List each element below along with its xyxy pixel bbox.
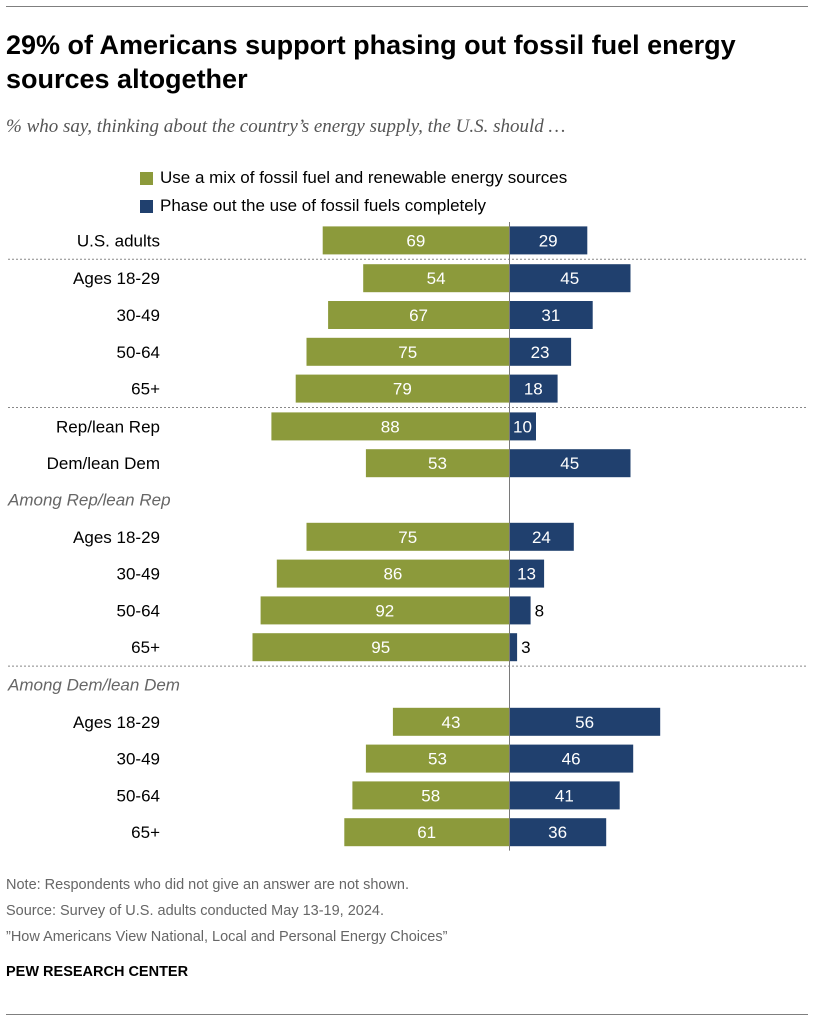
row-label: 65+ — [131, 823, 160, 842]
section-header: Among Dem/lean Dem — [7, 676, 180, 695]
value-label-phase-out: 29 — [539, 231, 558, 250]
bar-phase-out — [509, 337, 572, 366]
section-header: Among Rep/lean Rep — [7, 491, 171, 510]
bar-phase-out — [509, 226, 588, 255]
row-label: 30-49 — [117, 565, 160, 584]
bar-mix — [306, 522, 509, 551]
value-label-phase-out: 56 — [575, 713, 594, 732]
row-label: 30-49 — [117, 750, 160, 769]
bar-phase-out — [509, 264, 631, 293]
value-label-phase-out: 45 — [560, 269, 579, 288]
bar-phase-out — [509, 818, 607, 847]
value-label-phase-out: 24 — [532, 528, 551, 547]
bottom-rule — [6, 1014, 808, 1015]
bar-phase-out — [509, 559, 545, 588]
chart-title: 29% of Americans support phasing out fos… — [6, 30, 736, 94]
bar-phase-out — [509, 633, 518, 662]
bar-mix — [276, 559, 509, 588]
legend-label-phase-out: Phase out the use of fossil fuels comple… — [160, 196, 487, 215]
row-label: Ages 18-29 — [73, 269, 160, 288]
row-label: Dem/lean Dem — [47, 454, 160, 473]
value-label-mix: 43 — [441, 713, 460, 732]
row-label: Ages 18-29 — [73, 528, 160, 547]
bar-phase-out — [509, 412, 536, 441]
report-title: ”How Americans View National, Local and … — [6, 929, 448, 945]
value-label-phase-out: 13 — [517, 565, 536, 584]
top-rule — [6, 6, 808, 7]
bar-mix — [322, 226, 509, 255]
row-label: 65+ — [131, 380, 160, 399]
value-label-phase-out: 18 — [524, 380, 543, 399]
source-text: Source: Survey of U.S. adults conducted … — [6, 903, 385, 919]
bar-phase-out — [509, 374, 558, 403]
value-label-phase-out: 45 — [560, 454, 579, 473]
value-label-mix: 92 — [375, 601, 394, 620]
value-label-mix: 86 — [383, 565, 402, 584]
value-label-phase-out: 23 — [531, 343, 550, 362]
value-label-phase-out: 41 — [555, 786, 574, 805]
bar-phase-out — [509, 449, 631, 478]
value-label-mix: 79 — [393, 380, 412, 399]
bar-mix — [260, 596, 509, 625]
row-label: 30-49 — [117, 306, 160, 325]
bar-mix — [352, 781, 509, 810]
bar-mix — [328, 301, 509, 329]
note-text: Note: Respondents who did not give an an… — [6, 877, 410, 893]
value-label-mix: 75 — [398, 528, 417, 547]
value-label-mix: 54 — [427, 269, 446, 288]
value-label-mix: 67 — [409, 306, 428, 325]
value-label-phase-out: 46 — [562, 750, 581, 769]
bar-phase-out — [509, 781, 620, 810]
row-label: Ages 18-29 — [73, 713, 160, 732]
bar-mix — [392, 707, 509, 736]
bar-phase-out — [509, 744, 634, 773]
diverging-bar-chart: U.S. adults 69 29 Ages 18-29 54 45 30-49 67 31 50… — [7, 222, 808, 851]
value-label-phase-out: 36 — [548, 823, 567, 842]
value-label-mix: 53 — [428, 454, 447, 473]
bar-mix — [344, 818, 509, 847]
bar-mix — [271, 412, 509, 441]
bar-mix — [306, 337, 509, 366]
row-label: 50-64 — [117, 786, 160, 805]
bar-mix — [252, 633, 509, 662]
value-label-phase-out: 8 — [535, 601, 544, 620]
bar-mix — [365, 449, 509, 478]
legend-item-mix: Use a mix of fossil fuel and renewable e… — [140, 167, 567, 189]
value-label-phase-out: 31 — [541, 306, 560, 325]
bar-phase-out — [509, 301, 593, 329]
row-label: Rep/lean Rep — [56, 417, 160, 436]
legend-swatch-mix — [140, 171, 153, 185]
row-label: 50-64 — [117, 343, 160, 362]
bar-phase-out — [509, 707, 661, 736]
chart-subtitle: % who say, thinking about the country’s … — [6, 116, 566, 137]
value-label-mix: 53 — [428, 750, 447, 769]
value-label-mix: 88 — [381, 417, 400, 436]
row-label: 50-64 — [117, 601, 160, 620]
row-label: 65+ — [131, 638, 160, 657]
value-label-phase-out: 10 — [513, 417, 532, 436]
legend-swatch-phase-out — [140, 199, 153, 213]
value-label-mix: 95 — [371, 638, 390, 657]
value-label-mix: 58 — [421, 786, 440, 805]
bar-phase-out — [509, 522, 574, 551]
bar-phase-out — [509, 596, 531, 625]
bar-mix — [295, 374, 509, 403]
value-label-mix: 69 — [406, 231, 425, 250]
row-label: U.S. adults — [77, 231, 160, 250]
value-label-phase-out: 3 — [521, 638, 530, 657]
legend-item-phase-out: Phase out the use of fossil fuels comple… — [140, 195, 486, 217]
bar-mix — [363, 264, 509, 293]
legend-label-mix: Use a mix of fossil fuel and renewable e… — [160, 168, 568, 187]
value-label-mix: 75 — [398, 343, 417, 362]
brand-name: PEW RESEARCH CENTER — [6, 964, 189, 980]
value-label-mix: 61 — [417, 823, 436, 842]
bar-mix — [365, 744, 509, 773]
